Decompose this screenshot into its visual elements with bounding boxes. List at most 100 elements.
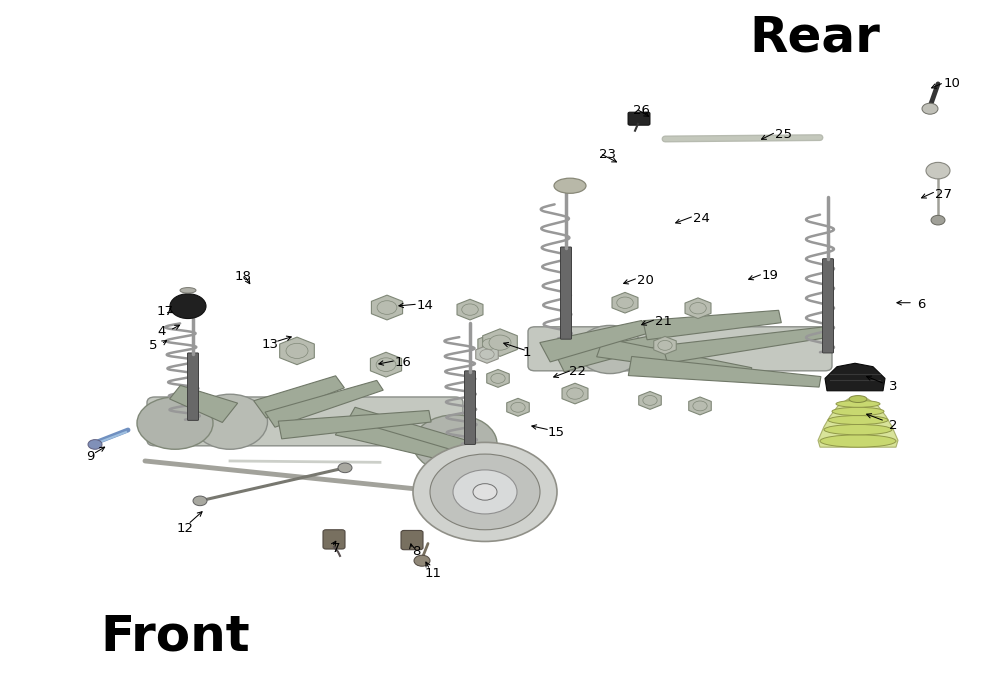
Polygon shape: [540, 321, 648, 362]
Circle shape: [693, 401, 707, 411]
Text: 25: 25: [774, 128, 792, 140]
Polygon shape: [825, 363, 885, 391]
Circle shape: [376, 358, 396, 372]
Polygon shape: [685, 298, 711, 319]
Text: 9: 9: [86, 450, 94, 462]
Text: 20: 20: [637, 274, 653, 286]
Polygon shape: [265, 380, 383, 427]
Ellipse shape: [832, 407, 884, 416]
Text: 26: 26: [633, 104, 649, 116]
Polygon shape: [476, 345, 498, 363]
Circle shape: [491, 374, 505, 383]
Polygon shape: [654, 336, 676, 354]
Text: Front: Front: [100, 612, 250, 660]
FancyBboxPatch shape: [560, 247, 572, 339]
Circle shape: [489, 335, 511, 350]
Ellipse shape: [554, 178, 586, 193]
Circle shape: [170, 294, 206, 319]
Text: 4: 4: [158, 325, 166, 338]
Polygon shape: [370, 352, 402, 377]
FancyBboxPatch shape: [822, 259, 834, 353]
Circle shape: [643, 396, 657, 405]
FancyBboxPatch shape: [188, 353, 198, 420]
Ellipse shape: [828, 416, 888, 424]
Text: 12: 12: [176, 522, 194, 535]
Text: 6: 6: [917, 298, 925, 310]
Circle shape: [926, 162, 950, 179]
Polygon shape: [478, 334, 502, 354]
Polygon shape: [689, 397, 711, 415]
Polygon shape: [457, 299, 483, 320]
Polygon shape: [483, 329, 517, 356]
Circle shape: [480, 350, 494, 359]
FancyBboxPatch shape: [528, 327, 832, 371]
Text: 18: 18: [235, 270, 251, 283]
Text: 8: 8: [412, 546, 420, 558]
Ellipse shape: [578, 325, 642, 374]
Circle shape: [473, 484, 497, 500]
Circle shape: [137, 397, 213, 449]
Polygon shape: [345, 407, 483, 456]
Polygon shape: [335, 418, 473, 466]
Polygon shape: [280, 337, 314, 365]
Ellipse shape: [824, 424, 892, 435]
Circle shape: [338, 463, 352, 473]
Circle shape: [511, 402, 525, 412]
Circle shape: [286, 343, 308, 358]
Text: 27: 27: [936, 188, 952, 200]
Polygon shape: [278, 411, 431, 439]
Ellipse shape: [836, 400, 880, 407]
Circle shape: [193, 496, 207, 506]
Ellipse shape: [820, 435, 896, 447]
Circle shape: [482, 338, 498, 350]
Circle shape: [922, 103, 938, 114]
Circle shape: [413, 442, 557, 541]
Polygon shape: [639, 391, 661, 409]
Text: 24: 24: [693, 212, 709, 224]
Ellipse shape: [180, 288, 196, 293]
Ellipse shape: [849, 396, 867, 402]
Polygon shape: [818, 399, 898, 447]
Text: 19: 19: [762, 269, 778, 281]
Text: 2: 2: [889, 419, 897, 431]
Text: 14: 14: [417, 299, 433, 312]
FancyBboxPatch shape: [323, 530, 345, 549]
Circle shape: [690, 303, 706, 314]
Text: 21: 21: [654, 315, 672, 327]
Polygon shape: [643, 310, 781, 340]
Circle shape: [931, 215, 945, 225]
Circle shape: [414, 555, 430, 566]
Circle shape: [617, 297, 633, 308]
FancyBboxPatch shape: [464, 371, 476, 444]
Text: 11: 11: [424, 567, 442, 579]
Polygon shape: [628, 356, 821, 387]
Polygon shape: [170, 385, 238, 422]
Text: 13: 13: [262, 338, 278, 350]
Polygon shape: [556, 334, 668, 372]
Text: 16: 16: [395, 356, 411, 369]
Polygon shape: [662, 326, 832, 363]
FancyBboxPatch shape: [401, 530, 423, 550]
Polygon shape: [597, 338, 752, 378]
Circle shape: [377, 301, 397, 314]
Circle shape: [462, 304, 478, 315]
Text: 5: 5: [149, 339, 157, 352]
Circle shape: [413, 415, 497, 473]
Text: 3: 3: [889, 380, 897, 393]
Polygon shape: [487, 369, 509, 387]
Circle shape: [658, 341, 672, 350]
Circle shape: [453, 470, 517, 514]
Polygon shape: [371, 295, 403, 320]
FancyBboxPatch shape: [628, 112, 650, 125]
Polygon shape: [507, 398, 529, 416]
Text: 15: 15: [548, 426, 564, 438]
Ellipse shape: [192, 394, 268, 449]
Circle shape: [88, 440, 102, 449]
Polygon shape: [612, 292, 638, 313]
Text: 22: 22: [570, 365, 586, 378]
Text: 7: 7: [332, 542, 340, 555]
Text: 1: 1: [523, 347, 531, 359]
Polygon shape: [254, 376, 344, 418]
Text: 17: 17: [156, 305, 174, 318]
Text: 10: 10: [944, 78, 960, 90]
